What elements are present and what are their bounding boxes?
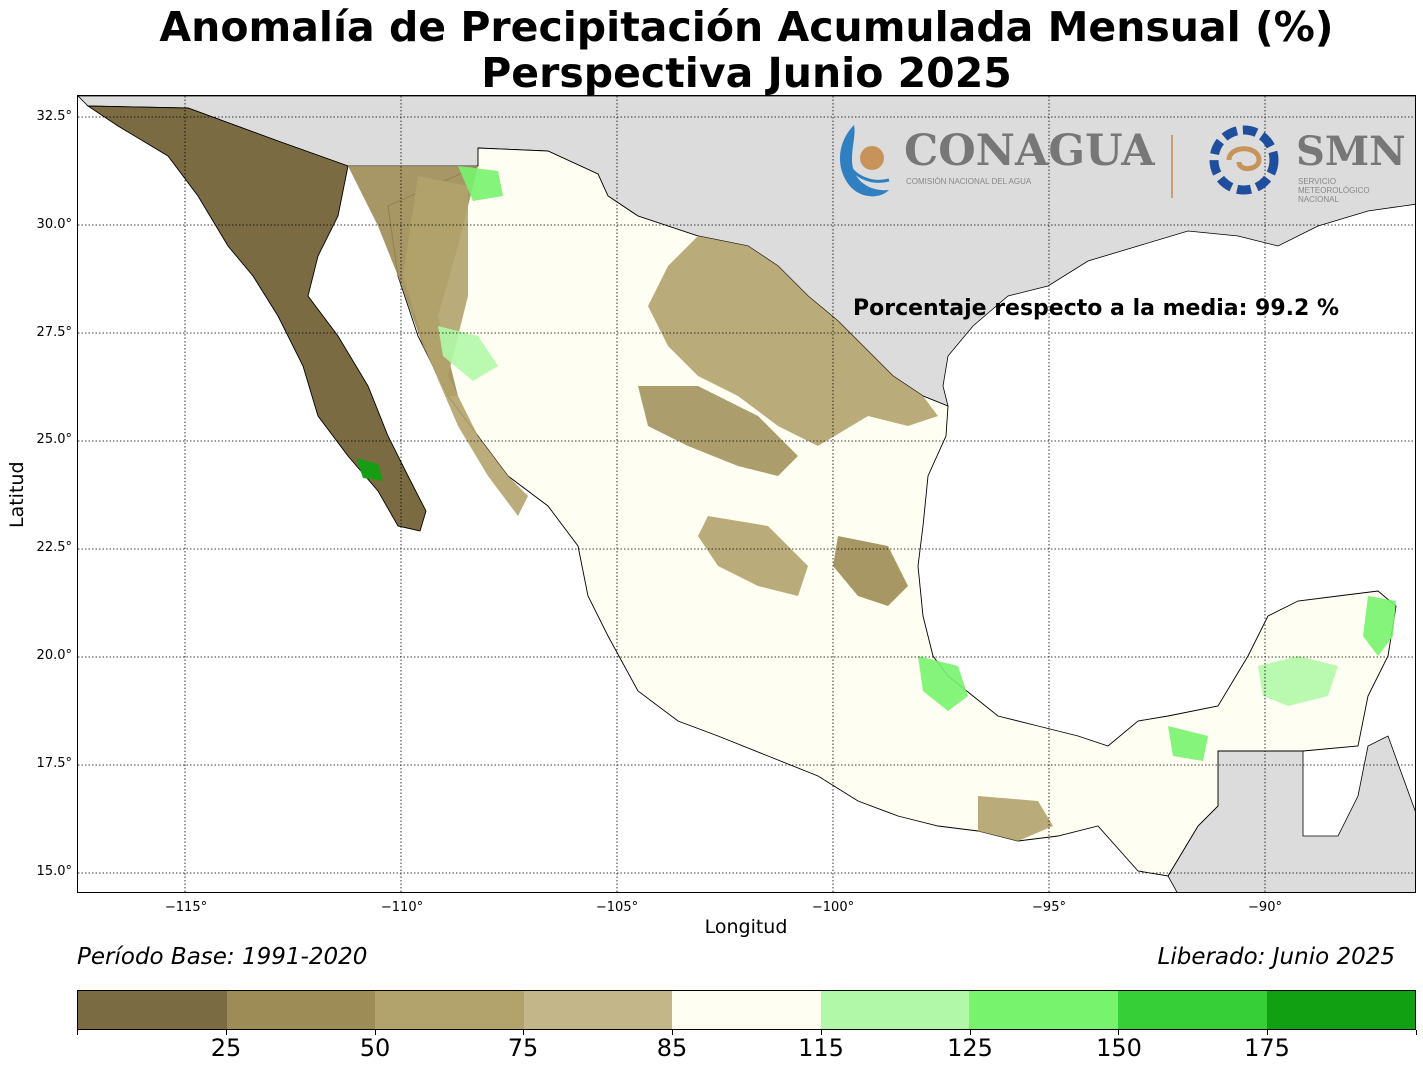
chart-subtitle: Perspectiva Junio 2025 — [481, 49, 1012, 97]
map-area — [77, 95, 1416, 893]
colorbar-segment — [523, 991, 673, 1029]
x-axis-label: Longitud — [704, 916, 788, 938]
anomaly-wet-bcs — [356, 458, 383, 481]
conagua-logo-subtext: COMISIÓN NACIONAL DEL AGUA — [906, 177, 1032, 186]
colorbar-label: 25 — [210, 1034, 242, 1062]
colorbar-segment — [1266, 991, 1416, 1029]
smn-logo-subtext-2: METEOROLÓGICO — [1298, 186, 1370, 195]
y-tick-label: 32.5° — [36, 109, 72, 124]
anomaly-wet-tabasco — [1168, 726, 1208, 761]
colorbar-tick — [226, 1030, 227, 1035]
anomaly-wet-sinaloa — [438, 326, 498, 381]
anomaly-wet-campeche — [1258, 656, 1338, 706]
anomaly-dry-central — [698, 516, 808, 596]
y-axis-label: Latitud — [6, 461, 28, 528]
anomaly-wet-veracruz — [918, 656, 968, 711]
smn-logo-subtext-3: NACIONAL — [1298, 195, 1339, 204]
colorbar-segment — [1117, 991, 1267, 1029]
x-tick-label: −105° — [595, 900, 639, 915]
mean-percentage-annotation: Porcentaje respecto a la media: 99.2 % — [853, 296, 1340, 321]
colorbar-tick — [523, 1030, 524, 1035]
chart-title: Anomalía de Precipitación Acumulada Mens… — [159, 3, 1334, 51]
colorbar-segment — [226, 991, 376, 1029]
colorbar-segment — [672, 991, 821, 1029]
anomaly-dry-sanluis — [833, 536, 908, 606]
colorbar-tick — [375, 1030, 376, 1035]
colorbar-tick — [970, 1030, 971, 1035]
anomaly-wet-yucatan — [1363, 596, 1396, 656]
mexico-map — [78, 96, 1415, 892]
gridlines — [78, 96, 1415, 892]
base-period-text: Período Base: 1991-2020 — [77, 944, 368, 970]
colorbar-tick — [1267, 1030, 1268, 1035]
y-tick-label: 15.0° — [36, 864, 72, 879]
colorbar-tick — [821, 1030, 822, 1035]
colorbar-label: 85 — [656, 1034, 688, 1062]
colorbar-segment — [375, 991, 524, 1029]
colorbar-tick — [1118, 1030, 1119, 1035]
conagua-logo-text: CONAGUA — [904, 126, 1155, 176]
smn-logo-icon — [1209, 125, 1279, 195]
colorbar-tick — [1416, 1030, 1417, 1035]
y-tick-label: 20.0° — [36, 648, 72, 663]
anomaly-dry-oaxaca — [978, 796, 1053, 841]
smn-logo-subtext-1: SERVICIO — [1298, 177, 1336, 186]
colorbar-label: 50 — [359, 1034, 391, 1062]
colorbar-tick — [77, 1030, 78, 1035]
colorbar-label: 75 — [507, 1034, 539, 1062]
anomaly-dry-northeast — [648, 236, 938, 446]
colorbar-label: 125 — [947, 1034, 993, 1062]
conagua-logo-icon — [839, 125, 890, 197]
y-tick-label: 27.5° — [36, 325, 72, 340]
colorbar-tick — [672, 1030, 673, 1035]
x-tick-label: −100° — [811, 900, 855, 915]
anomaly-dry-sonora — [403, 176, 528, 516]
baja-california-land — [86, 105, 427, 532]
y-tick-label: 30.0° — [36, 217, 72, 232]
colorbar-segment — [969, 991, 1118, 1029]
anomaly-dry-coahuila — [638, 386, 798, 476]
colorbar-segment — [820, 991, 970, 1029]
logos-area: CONAGUA COMISIÓN NACIONAL DEL AGUA SMN S… — [834, 120, 1409, 205]
colorbar-label: 175 — [1244, 1034, 1290, 1062]
x-tick-label: −95° — [1032, 900, 1066, 915]
colorbar — [77, 990, 1416, 1030]
anomaly-wet-sonora — [458, 166, 503, 201]
release-date-text: Liberado: Junio 2025 — [1157, 944, 1395, 970]
mexico-land — [387, 147, 1397, 877]
y-tick-label: 22.5° — [36, 540, 72, 555]
x-tick-label: −90° — [1248, 900, 1282, 915]
x-tick-label: −110° — [380, 900, 424, 915]
colorbar-segment — [78, 991, 227, 1029]
y-tick-label: 25.0° — [36, 432, 72, 447]
smn-logo-text: SMN — [1296, 128, 1406, 175]
colorbar-label: 150 — [1096, 1034, 1142, 1062]
colorbar-label: 115 — [798, 1034, 844, 1062]
y-tick-label: 17.5° — [36, 756, 72, 771]
x-tick-label: −115° — [164, 900, 208, 915]
